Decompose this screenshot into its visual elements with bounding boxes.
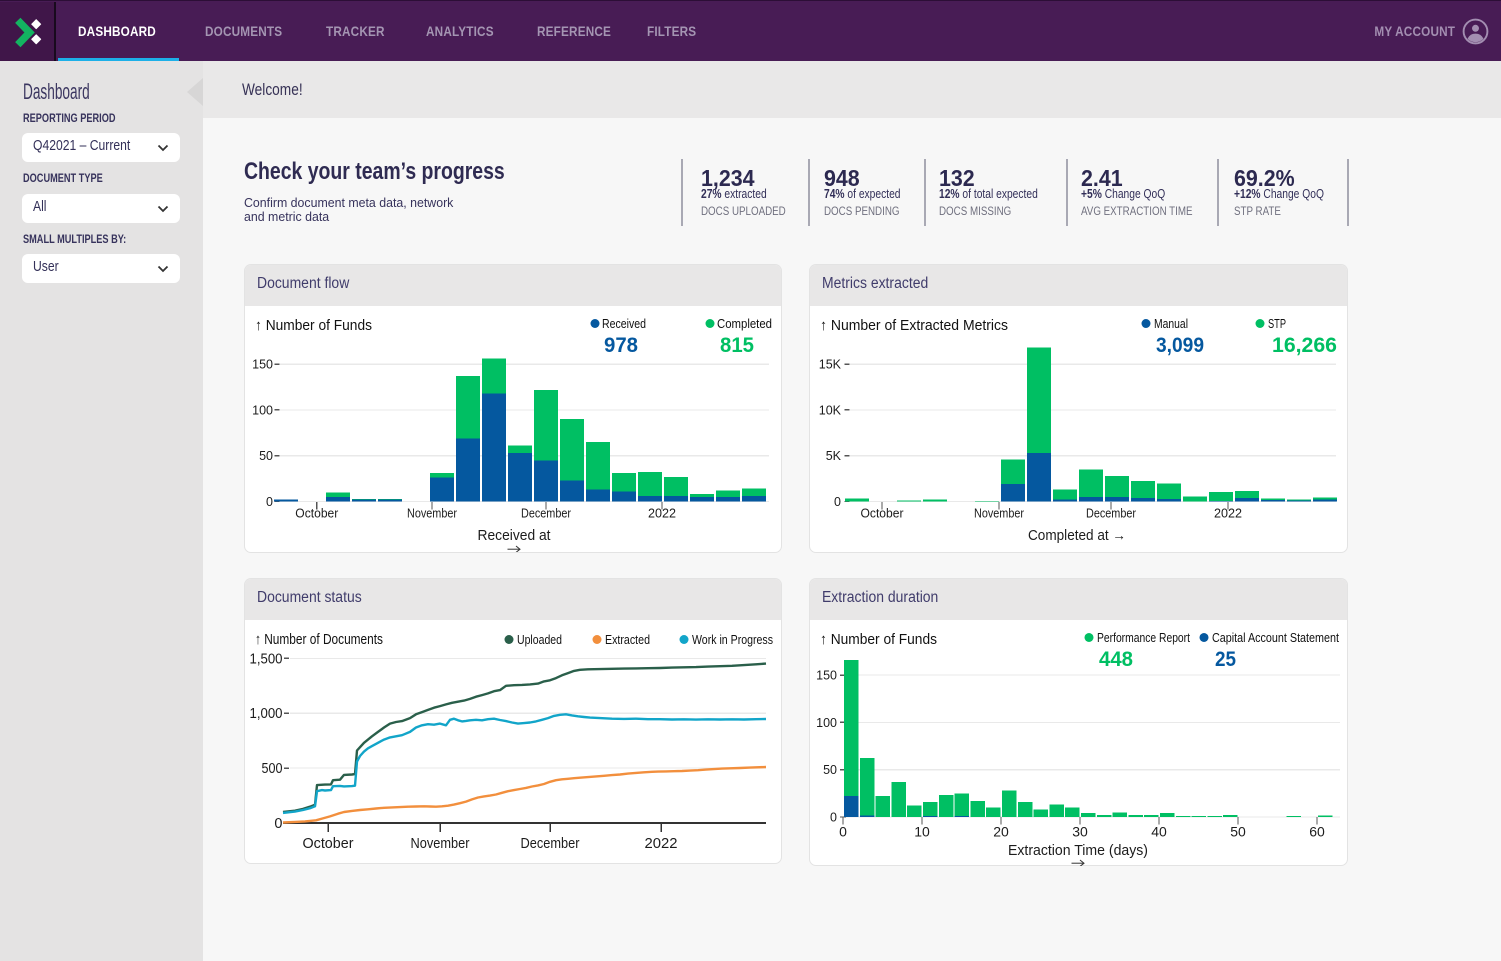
- svg-text:150: 150: [816, 669, 837, 683]
- svg-text:1,500: 1,500: [250, 651, 283, 667]
- svg-text:50: 50: [259, 449, 273, 463]
- svg-text:448: 448: [1099, 648, 1133, 671]
- svg-text:2022: 2022: [648, 507, 676, 521]
- svg-text:December: December: [1086, 507, 1136, 521]
- svg-text:0: 0: [839, 824, 847, 840]
- svg-text:2022: 2022: [645, 836, 678, 852]
- svg-text:STP: STP: [1268, 317, 1286, 331]
- svg-text:50: 50: [823, 763, 837, 777]
- svg-text:↑ Number of Documents: ↑ Number of Documents: [255, 631, 383, 648]
- svg-text:November: November: [974, 507, 1024, 521]
- svg-text:Manual: Manual: [1154, 317, 1188, 331]
- svg-text:↑ Number of Funds: ↑ Number of Funds: [255, 317, 372, 334]
- svg-text:October: October: [861, 507, 904, 521]
- svg-text:Completed: Completed: [717, 317, 772, 331]
- svg-text:November: November: [411, 836, 470, 852]
- svg-text:↑ Number of Funds: ↑ Number of Funds: [820, 631, 937, 648]
- svg-text:Extracted: Extracted: [605, 632, 650, 647]
- svg-text:0: 0: [830, 811, 837, 825]
- svg-text:20: 20: [993, 824, 1009, 840]
- svg-text:0: 0: [274, 816, 282, 832]
- svg-text:Work in Progress: Work in Progress: [692, 632, 773, 647]
- svg-text:0: 0: [266, 495, 273, 509]
- svg-text:5K: 5K: [826, 449, 842, 463]
- svg-text:1,000: 1,000: [250, 706, 283, 722]
- svg-text:↑ Number of Extracted Metrics: ↑ Number of Extracted Metrics: [820, 317, 1008, 334]
- svg-text:40: 40: [1151, 824, 1167, 840]
- svg-text:25: 25: [1215, 648, 1236, 671]
- svg-text:Extraction Time (days): Extraction Time (days): [1008, 843, 1148, 859]
- svg-text:0: 0: [834, 495, 841, 509]
- svg-text:50: 50: [1230, 824, 1246, 840]
- svg-text:978: 978: [604, 334, 638, 357]
- svg-text:Performance Report: Performance Report: [1097, 631, 1190, 645]
- svg-text:December: December: [521, 836, 580, 852]
- svg-text:500: 500: [262, 761, 283, 777]
- svg-text:Capital Account Statement: Capital Account Statement: [1212, 631, 1339, 645]
- svg-text:100: 100: [252, 403, 273, 417]
- svg-text:Completed at →: Completed at →: [1028, 528, 1126, 544]
- svg-text:30: 30: [1072, 824, 1088, 840]
- svg-text:16,266: 16,266: [1272, 334, 1337, 357]
- svg-text:15K: 15K: [819, 358, 842, 372]
- svg-text:October: October: [303, 836, 354, 852]
- svg-text:October: October: [295, 507, 338, 521]
- svg-text:10: 10: [914, 824, 930, 840]
- svg-text:100: 100: [816, 716, 837, 730]
- svg-text:815: 815: [720, 334, 754, 357]
- svg-text:60: 60: [1309, 824, 1325, 840]
- svg-text:10K: 10K: [819, 403, 842, 417]
- svg-text:December: December: [521, 507, 571, 521]
- svg-text:Uploaded: Uploaded: [517, 632, 562, 647]
- svg-text:Received: Received: [602, 317, 646, 331]
- svg-text:November: November: [407, 507, 457, 521]
- svg-text:Received at: Received at: [478, 528, 551, 544]
- svg-text:3,099: 3,099: [1156, 334, 1204, 357]
- svg-text:2022: 2022: [1214, 507, 1242, 521]
- svg-text:150: 150: [252, 358, 273, 372]
